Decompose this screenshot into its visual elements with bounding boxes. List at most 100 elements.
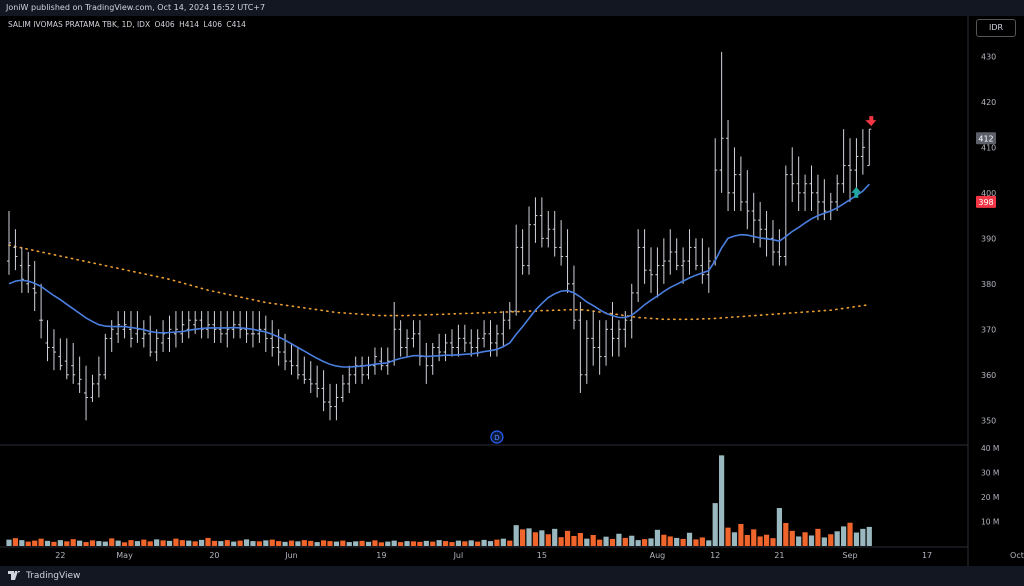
volume-bar <box>25 541 31 546</box>
ohlc-bar <box>841 129 846 193</box>
ohlc-bar <box>186 311 191 339</box>
volume-bar <box>558 537 564 546</box>
ohlc-bar <box>276 329 281 366</box>
volume-bar <box>693 539 699 546</box>
ohlc-bar <box>629 283 634 339</box>
ohlc-bar <box>206 311 211 339</box>
ohlc-bar <box>732 147 737 212</box>
ohlc-bar <box>539 197 544 248</box>
volume-bar <box>269 539 275 546</box>
time-tick-label: 21 <box>774 551 784 560</box>
volume-tick-label: 10 M <box>981 518 999 527</box>
volume-bar <box>263 540 269 546</box>
volume-bar <box>526 528 532 546</box>
ohlc-bar <box>514 224 519 316</box>
footer-brand[interactable]: TradingView <box>26 571 81 581</box>
ohlc-bar <box>527 206 532 275</box>
volume-bar <box>378 542 384 546</box>
volume-bar <box>121 542 128 546</box>
volume-bar <box>629 535 635 546</box>
time-tick-label: Sep <box>842 551 857 560</box>
volume-bar <box>134 541 140 546</box>
price-chart[interactable]: 350 360 370 380 390 400 410 420 430 10 M 20 M 30 M 4… <box>0 16 1024 566</box>
volume-bar <box>821 537 827 546</box>
ohlc-bar <box>687 229 692 275</box>
time-tick-label: 17 <box>922 551 932 560</box>
volume-bar <box>353 541 359 546</box>
time-tick-label: 20 <box>209 551 219 560</box>
ohlc-bar <box>758 201 763 248</box>
volume-bar <box>641 539 648 546</box>
ohlc-bar <box>854 138 859 193</box>
time-tick-label: 19 <box>376 551 386 560</box>
volume-bar <box>725 527 731 546</box>
ohlc-bar <box>770 220 775 266</box>
ohlc-bar <box>636 229 641 302</box>
volume-bar <box>308 540 314 546</box>
chart-frame[interactable]: 350 360 370 380 390 400 410 420 430 10 M 20 M 30 M 4… <box>0 16 1024 566</box>
ohlc-bar <box>867 128 872 167</box>
volume-bar <box>327 541 333 546</box>
volume-bar <box>751 529 757 546</box>
ohlc-bar <box>58 338 63 371</box>
ohlc-bar <box>360 356 365 384</box>
volume-bar <box>847 522 853 546</box>
volume-bar <box>763 534 770 546</box>
volume-bar <box>468 540 474 546</box>
price-tick-label: 430 <box>981 52 996 61</box>
legend-low: 406 <box>207 20 222 29</box>
ohlc-bar <box>661 238 666 284</box>
volume-bar <box>154 539 160 546</box>
legend-high: 414 <box>184 20 200 29</box>
ohlc-bar <box>212 311 217 343</box>
ohlc-bar <box>270 320 275 357</box>
ohlc-bars <box>7 51 872 421</box>
ohlc-bar <box>668 229 673 275</box>
ohlc-bar <box>584 320 589 384</box>
volume-bar <box>699 537 705 546</box>
ohlc-bar <box>597 320 602 375</box>
ohlc-bar <box>77 356 82 393</box>
volume-bar <box>539 530 545 546</box>
volume-bar <box>507 540 513 546</box>
ohlc-bar <box>334 383 339 421</box>
volume-bar <box>648 538 654 546</box>
ohlc-bar <box>7 211 11 275</box>
ohlc-bar <box>39 283 44 339</box>
ohlc-bar <box>103 333 108 380</box>
ohlc-bar <box>848 138 853 202</box>
volume-bar <box>243 539 250 546</box>
time-tick-label: Aug <box>650 551 666 560</box>
ohlc-bar <box>167 315 172 353</box>
volume-bar <box>455 540 461 546</box>
volume-bar <box>712 503 718 546</box>
dividend-marker-label: D <box>494 434 499 442</box>
volume-bar <box>603 536 609 546</box>
volume-bar <box>102 541 108 546</box>
ohlc-bar <box>681 247 686 284</box>
volume-bar <box>115 540 121 546</box>
ohlc-bar <box>379 347 384 371</box>
volume-bar <box>738 523 744 546</box>
volume-bar <box>513 525 519 546</box>
ohlc-bar <box>417 320 422 366</box>
volume-bar <box>128 540 134 546</box>
volume-bar <box>571 535 577 546</box>
ohlc-bar <box>64 338 69 380</box>
currency-button[interactable]: IDR <box>976 19 1016 37</box>
volume-bar <box>398 542 404 546</box>
last-price-label: 412 <box>978 134 993 143</box>
volume-bar <box>314 542 320 546</box>
dividend-marker-icon <box>490 430 504 444</box>
volume-bar <box>192 541 198 546</box>
volume-bar <box>475 541 481 546</box>
ohlc-bar <box>456 324 461 357</box>
volume-bar <box>288 540 295 546</box>
volume-bar <box>417 541 423 546</box>
ohlc-bar <box>828 192 833 221</box>
volume-bar <box>423 540 429 546</box>
volume-bar <box>481 539 487 546</box>
price-tick-label: 390 <box>981 234 996 243</box>
volume-bar <box>776 508 782 546</box>
price-tick-label: 410 <box>981 143 996 152</box>
